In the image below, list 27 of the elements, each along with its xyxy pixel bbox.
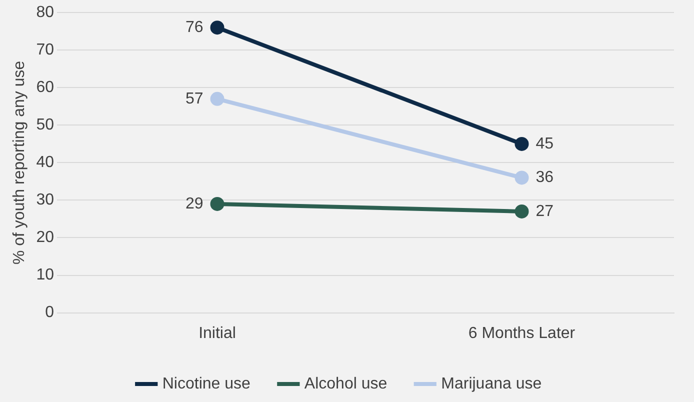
point	[514, 170, 529, 185]
y-tick-label: 10	[36, 266, 54, 284]
legend-label: Marijuana use	[441, 375, 542, 392]
data-label: 27	[536, 202, 554, 220]
data-label: 76	[185, 19, 204, 36]
y-tick-label: 40	[36, 154, 54, 172]
data-label: 36	[536, 169, 554, 186]
point	[210, 20, 224, 35]
y-tick-label: 30	[36, 192, 54, 209]
y-tick-label: 50	[36, 116, 54, 134]
data-label: 29	[185, 195, 204, 212]
x-tick-label: 6 Months Later	[468, 324, 576, 342]
point	[210, 92, 224, 106]
y-tick-label: 60	[36, 79, 54, 96]
y-tick-label: 80	[36, 4, 54, 22]
x-tick-label: Initial	[198, 324, 236, 342]
y-axis-title: % of youth reporting any use	[11, 60, 28, 265]
point	[514, 204, 529, 218]
y-tick-label: 0	[45, 304, 54, 322]
data-label: 57	[185, 90, 204, 108]
data-label: 45	[536, 135, 554, 152]
y-tick-label: 20	[36, 229, 54, 246]
point	[514, 136, 529, 151]
legend-label: Alcohol use	[304, 375, 388, 392]
y-tick-label: 70	[36, 42, 54, 59]
legend-label: Nicotine use	[162, 375, 251, 392]
point	[210, 196, 224, 211]
